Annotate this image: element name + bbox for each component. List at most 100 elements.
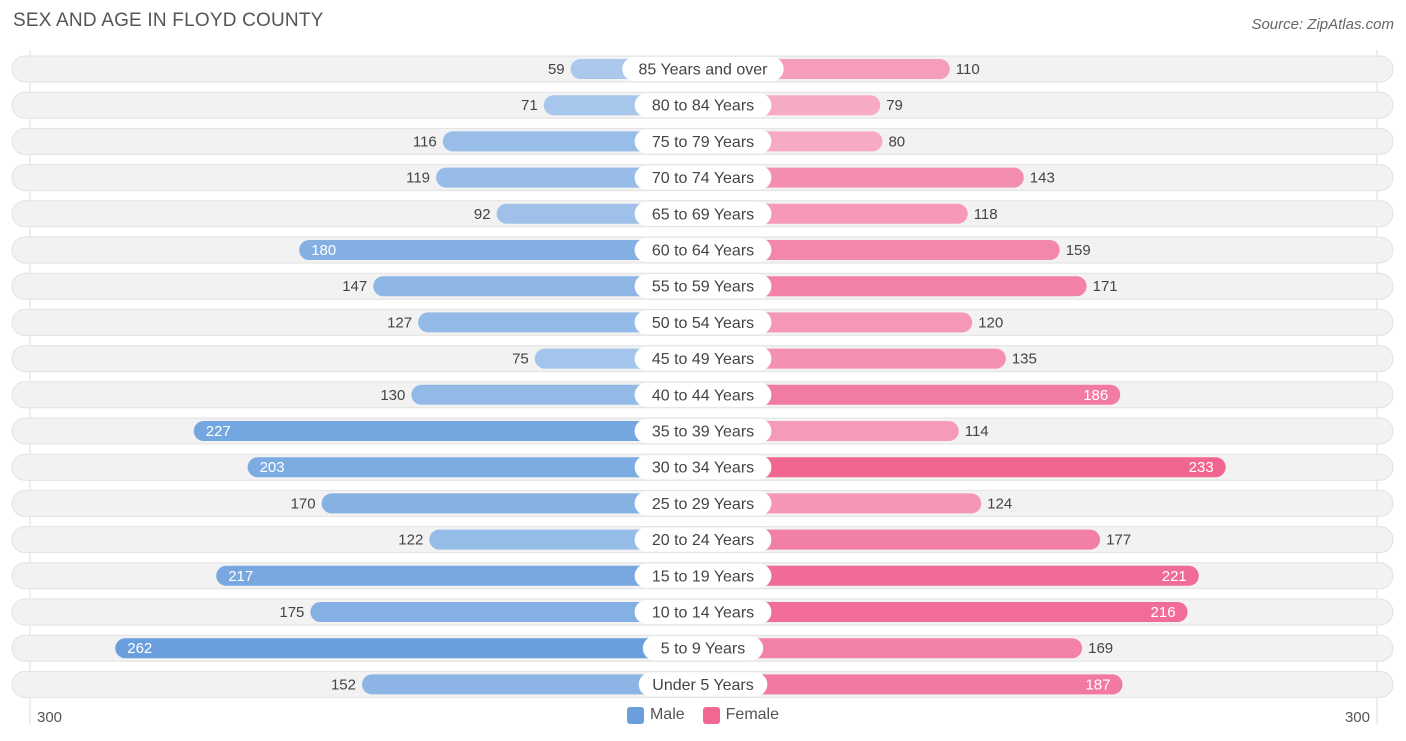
female-value-label: 221 — [1162, 568, 1187, 585]
male-value-label: 122 — [398, 532, 423, 549]
category-label: Under 5 Years — [652, 677, 753, 694]
male-bar — [193, 421, 703, 441]
female-value-label: 79 — [886, 97, 903, 114]
legend-item-male: Male — [626, 706, 685, 724]
category-label-background — [634, 274, 772, 299]
female-bar — [703, 240, 1060, 260]
category-label-background — [634, 165, 772, 190]
male-value-label: 127 — [387, 314, 412, 331]
category-label-background — [634, 563, 772, 588]
category-label: 55 to 59 Years — [652, 279, 754, 296]
male-bar — [418, 312, 703, 333]
female-value-label: 114 — [965, 423, 989, 440]
category-label: 60 to 64 Years — [652, 243, 754, 260]
female-bar — [703, 529, 1101, 550]
category-label-background — [634, 346, 772, 371]
male-value-label: 262 — [127, 640, 152, 657]
female-value-label: 143 — [1030, 170, 1055, 187]
male-value-label: 227 — [206, 423, 231, 440]
category-label: 45 to 49 Years — [652, 351, 754, 368]
female-value-label: 80 — [888, 133, 905, 150]
legend: Male Female — [0, 706, 1406, 724]
category-label: 15 to 19 Years — [652, 568, 754, 585]
category-label: 80 to 84 Years — [652, 98, 754, 115]
female-value-label: 118 — [974, 206, 998, 223]
category-label-background — [634, 93, 772, 118]
category-label: 50 to 54 Years — [652, 315, 754, 332]
category-label: 40 to 44 Years — [652, 387, 754, 404]
female-value-label: 124 — [987, 495, 1012, 512]
male-value-label: 130 — [380, 387, 405, 404]
category-label-background — [634, 600, 772, 624]
male-bar — [310, 602, 703, 622]
category-label: 35 to 39 Years — [652, 424, 754, 441]
male-swatch — [626, 706, 644, 724]
source-label: Source: ZipAtlas.com — [1251, 16, 1394, 33]
legend-item-female: Female — [702, 706, 779, 724]
male-bar — [373, 276, 703, 297]
female-bar — [703, 674, 1123, 695]
male-value-label: 71 — [521, 97, 538, 114]
male-bar — [321, 493, 703, 514]
category-label: 65 to 69 Years — [652, 206, 754, 223]
axis-tick-right: 300 — [1345, 709, 1370, 726]
male-value-label: 116 — [413, 133, 437, 150]
category-label-background — [634, 527, 772, 552]
female-bar — [703, 276, 1087, 297]
female-bar — [703, 384, 1121, 405]
category-label-background — [634, 310, 772, 335]
male-value-label: 147 — [342, 278, 367, 295]
female-value-label: 177 — [1106, 532, 1131, 549]
female-value-label: 187 — [1085, 676, 1110, 693]
category-label: 10 to 14 Years — [652, 605, 754, 622]
category-label-background — [642, 636, 764, 661]
category-label: 30 to 34 Years — [652, 460, 754, 477]
legend-male-label: Male — [649, 706, 685, 723]
female-value-label: 135 — [1012, 351, 1037, 368]
male-bar — [247, 457, 703, 478]
male-value-label: 119 — [406, 170, 430, 187]
male-value-label: 175 — [279, 604, 304, 621]
male-bar — [299, 240, 703, 260]
male-value-label: 92 — [474, 206, 491, 223]
female-value-label: 216 — [1151, 604, 1176, 621]
male-value-label: 203 — [260, 459, 285, 476]
category-label: 75 to 79 Years — [652, 134, 754, 151]
category-label-background — [634, 382, 772, 407]
category-label-background — [634, 129, 772, 154]
female-value-label: 169 — [1088, 640, 1113, 657]
female-value-label: 120 — [978, 314, 1003, 331]
category-label-background — [634, 201, 772, 226]
female-bar — [703, 493, 982, 514]
axis-tick-left: 300 — [37, 709, 62, 726]
male-value-label: 217 — [228, 568, 253, 585]
category-label: 25 to 29 Years — [652, 496, 754, 513]
male-value-label: 75 — [512, 351, 529, 368]
male-bar — [362, 674, 703, 695]
female-bar — [703, 565, 1199, 586]
female-value-label: 186 — [1083, 387, 1108, 404]
male-bar — [411, 384, 703, 405]
category-label-background — [622, 57, 784, 81]
chart-title: SEX AND AGE IN FLOYD COUNTY — [13, 10, 324, 31]
male-bar — [115, 638, 704, 659]
category-label: 5 to 9 Years — [661, 641, 746, 658]
female-value-label: 110 — [956, 61, 980, 78]
female-bar — [703, 167, 1024, 188]
female-value-label: 159 — [1066, 242, 1091, 259]
male-value-label: 59 — [548, 61, 565, 78]
male-bar — [216, 565, 704, 586]
male-value-label: 152 — [331, 676, 356, 693]
female-swatch — [702, 706, 720, 724]
category-label-background — [634, 238, 772, 262]
male-value-label: 180 — [311, 242, 336, 259]
female-bar — [703, 638, 1083, 659]
female-bar — [703, 457, 1226, 478]
male-value-label: 170 — [291, 495, 316, 512]
category-label-background — [634, 455, 772, 480]
female-bar — [703, 348, 1006, 369]
female-value-label: 233 — [1189, 459, 1214, 476]
category-label-background — [634, 419, 772, 443]
category-label-background — [634, 491, 772, 516]
